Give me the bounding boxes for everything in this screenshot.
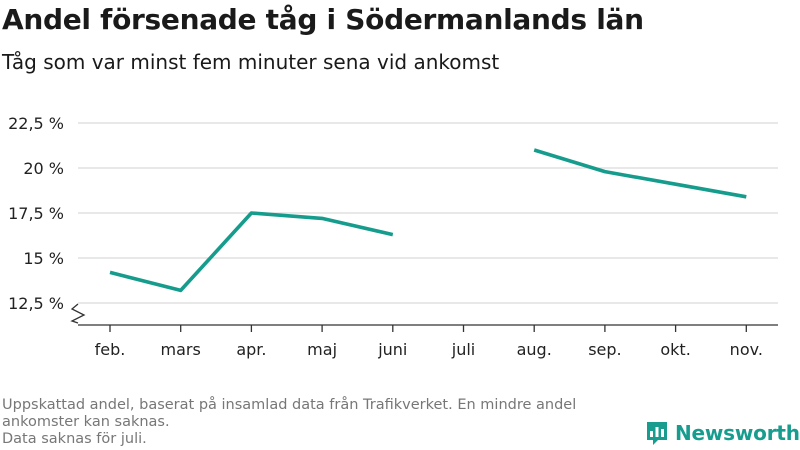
y-tick-label: 20 % xyxy=(23,159,64,178)
series-line xyxy=(109,211,394,293)
footnote-missing: Data saknas för juli. xyxy=(2,431,147,447)
footnote-source: Uppskattad andel, baserat på insamlad da… xyxy=(2,397,577,430)
y-tick-label: 12,5 % xyxy=(8,294,64,313)
x-tick-label: juli xyxy=(451,340,475,359)
y-tick-label: 15 % xyxy=(23,249,64,268)
x-tick-label: maj xyxy=(307,340,337,359)
y-tick-label: 17,5 % xyxy=(8,204,64,223)
x-tick-label: juni xyxy=(377,340,407,359)
x-tick-label: sep. xyxy=(588,340,621,359)
axis-break-icon xyxy=(70,303,86,324)
x-tick-label: okt. xyxy=(660,340,690,359)
series-line xyxy=(533,148,747,199)
x-tick-label: nov. xyxy=(730,340,763,359)
newsworthy-logo-icon xyxy=(647,422,667,445)
y-tick-label: 22,5 % xyxy=(8,114,64,133)
x-tick-label: feb. xyxy=(95,340,126,359)
x-tick-label: mars xyxy=(161,340,201,359)
footnote: Uppskattad andel, baserat på insamlad da… xyxy=(2,397,642,448)
chart-title: Andel försenade tåg i Södermanlands län xyxy=(2,3,644,36)
x-tick-label: aug. xyxy=(517,340,552,359)
chart-subtitle: Tåg som var minst fem minuter sena vid a… xyxy=(2,50,500,74)
brand-logo: Newsworthy xyxy=(645,420,800,446)
x-tick-label: apr. xyxy=(236,340,266,359)
brand-name: Newsworthy xyxy=(675,421,800,445)
